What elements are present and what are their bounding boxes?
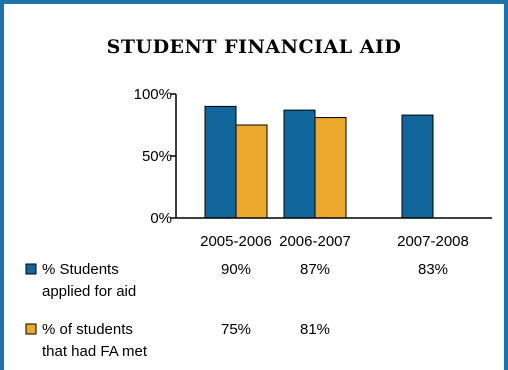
x-category-label: 2007-2008 bbox=[397, 233, 469, 250]
y-tick-label: 50% bbox=[142, 148, 172, 165]
bar-applied-2005-2006 bbox=[204, 105, 237, 219]
legend-swatch bbox=[25, 323, 37, 335]
bar-applied-2006-2007 bbox=[283, 109, 316, 219]
legend-label: that had FA met bbox=[42, 343, 148, 360]
legend-label: applied for aid bbox=[42, 283, 136, 300]
y-tick-label: 100% bbox=[134, 86, 172, 103]
data-value-label: 75% bbox=[221, 321, 251, 338]
chart-title: STUDENT FINANCIAL AID bbox=[106, 36, 402, 58]
data-value-label: 90% bbox=[221, 261, 251, 278]
legend-label: % Students bbox=[42, 261, 119, 278]
x-category-label: 2005-2006 bbox=[200, 233, 272, 250]
data-value-label: 87% bbox=[300, 261, 330, 278]
bar-met-2006-2007 bbox=[314, 117, 347, 219]
data-value-label: 83% bbox=[418, 261, 448, 278]
legend-label: % of students bbox=[42, 321, 133, 338]
bar-applied-2007-2008 bbox=[401, 114, 434, 219]
legend-swatch bbox=[25, 263, 37, 275]
bar-met-2005-2006 bbox=[235, 124, 268, 219]
y-tick-label: 0% bbox=[150, 210, 172, 227]
data-value-label: 81% bbox=[300, 321, 330, 338]
x-category-label: 2006-2007 bbox=[279, 233, 351, 250]
